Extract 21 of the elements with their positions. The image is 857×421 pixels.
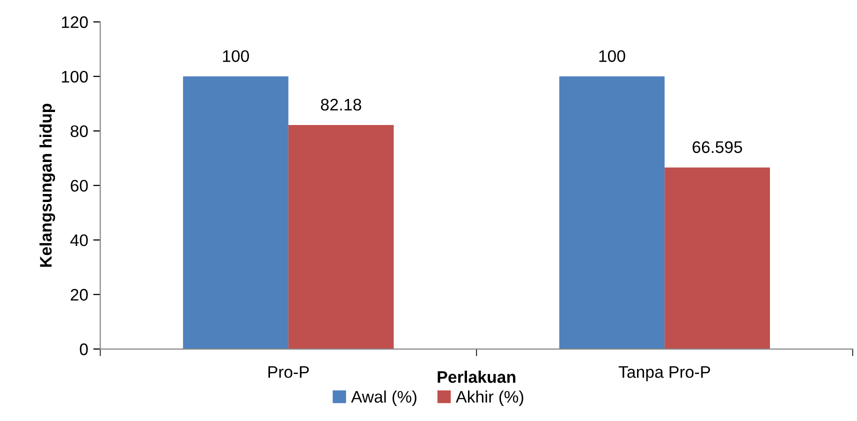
bar xyxy=(664,167,770,350)
x-tick-label: Pro-P xyxy=(268,366,309,378)
y-tick-label: 60 xyxy=(70,180,88,192)
y-tick-label: 0 xyxy=(80,343,88,356)
y-axis-title: Kelangsungan hidup xyxy=(39,104,56,267)
data-label: 82.18 xyxy=(320,98,362,111)
data-label: 100 xyxy=(223,50,249,62)
legend-label: Awal (%) xyxy=(351,390,416,406)
data-label: 100 xyxy=(599,50,626,62)
y-tick-label: 120 xyxy=(62,16,88,28)
legend-label: Akhir (%) xyxy=(456,390,524,406)
bar xyxy=(288,124,394,350)
x-axis-title: Perlakuan xyxy=(438,370,516,383)
y-tick-label: 40 xyxy=(70,234,88,246)
data-label: 66.595 xyxy=(692,141,742,154)
bar xyxy=(183,76,288,350)
y-tick-label: 100 xyxy=(62,70,88,83)
bar xyxy=(559,76,665,350)
y-tick-label: 80 xyxy=(70,125,88,138)
y-tick-label: 20 xyxy=(70,288,88,301)
x-tick-label: Tanpa Pro-P xyxy=(618,366,710,382)
